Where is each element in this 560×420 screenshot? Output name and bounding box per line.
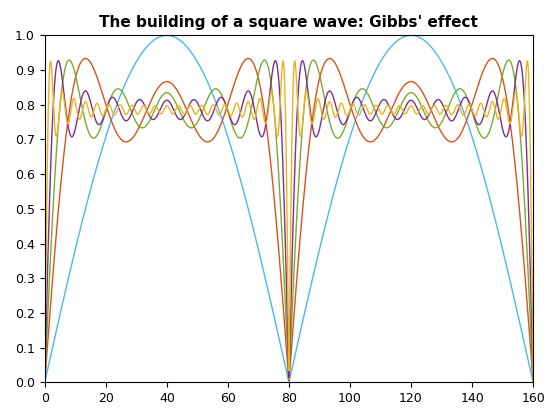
Title: The building of a square wave: Gibbs' effect: The building of a square wave: Gibbs' ef… — [100, 15, 478, 30]
